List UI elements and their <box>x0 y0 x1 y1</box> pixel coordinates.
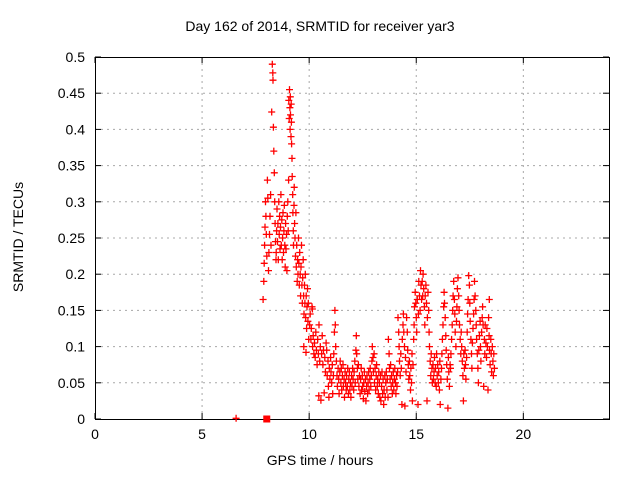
axes <box>94 56 610 420</box>
y-tick-label: 0.5 <box>66 49 86 65</box>
y-tick-label: 0 <box>77 411 85 427</box>
y-tick-label: 0.2 <box>66 266 86 282</box>
x-axis-label: GPS time / hours <box>266 452 374 468</box>
x-tick-label: 10 <box>301 426 317 442</box>
y-tick-label: 0.45 <box>58 85 85 101</box>
y-tick-label: 0.3 <box>66 194 86 210</box>
y-tick-label: 0.35 <box>58 158 85 174</box>
tick-labels: 0 5 10 15 20 0 0.05 0.1 0.15 0.2 0.25 0.3 0.35 0.4 0.4… <box>58 49 532 442</box>
y-tick-label: 0.4 <box>66 121 86 137</box>
x-tick-label: 5 <box>198 426 206 442</box>
gridlines <box>95 57 609 419</box>
y-tick-label: 0.25 <box>58 230 85 246</box>
x-tick-label: 0 <box>91 426 99 442</box>
x-tick-label: 15 <box>408 426 424 442</box>
y-tick-label: 0.05 <box>58 375 85 391</box>
chart-title: Day 162 of 2014, SRMTID for receiver yar… <box>185 18 455 34</box>
data-square-flag-marker <box>263 415 271 423</box>
y-tick-label: 0.15 <box>58 302 85 318</box>
data-points-srmtid-points <box>232 60 498 422</box>
y-tick-label: 0.1 <box>66 339 86 355</box>
x-tick-label: 20 <box>516 426 532 442</box>
